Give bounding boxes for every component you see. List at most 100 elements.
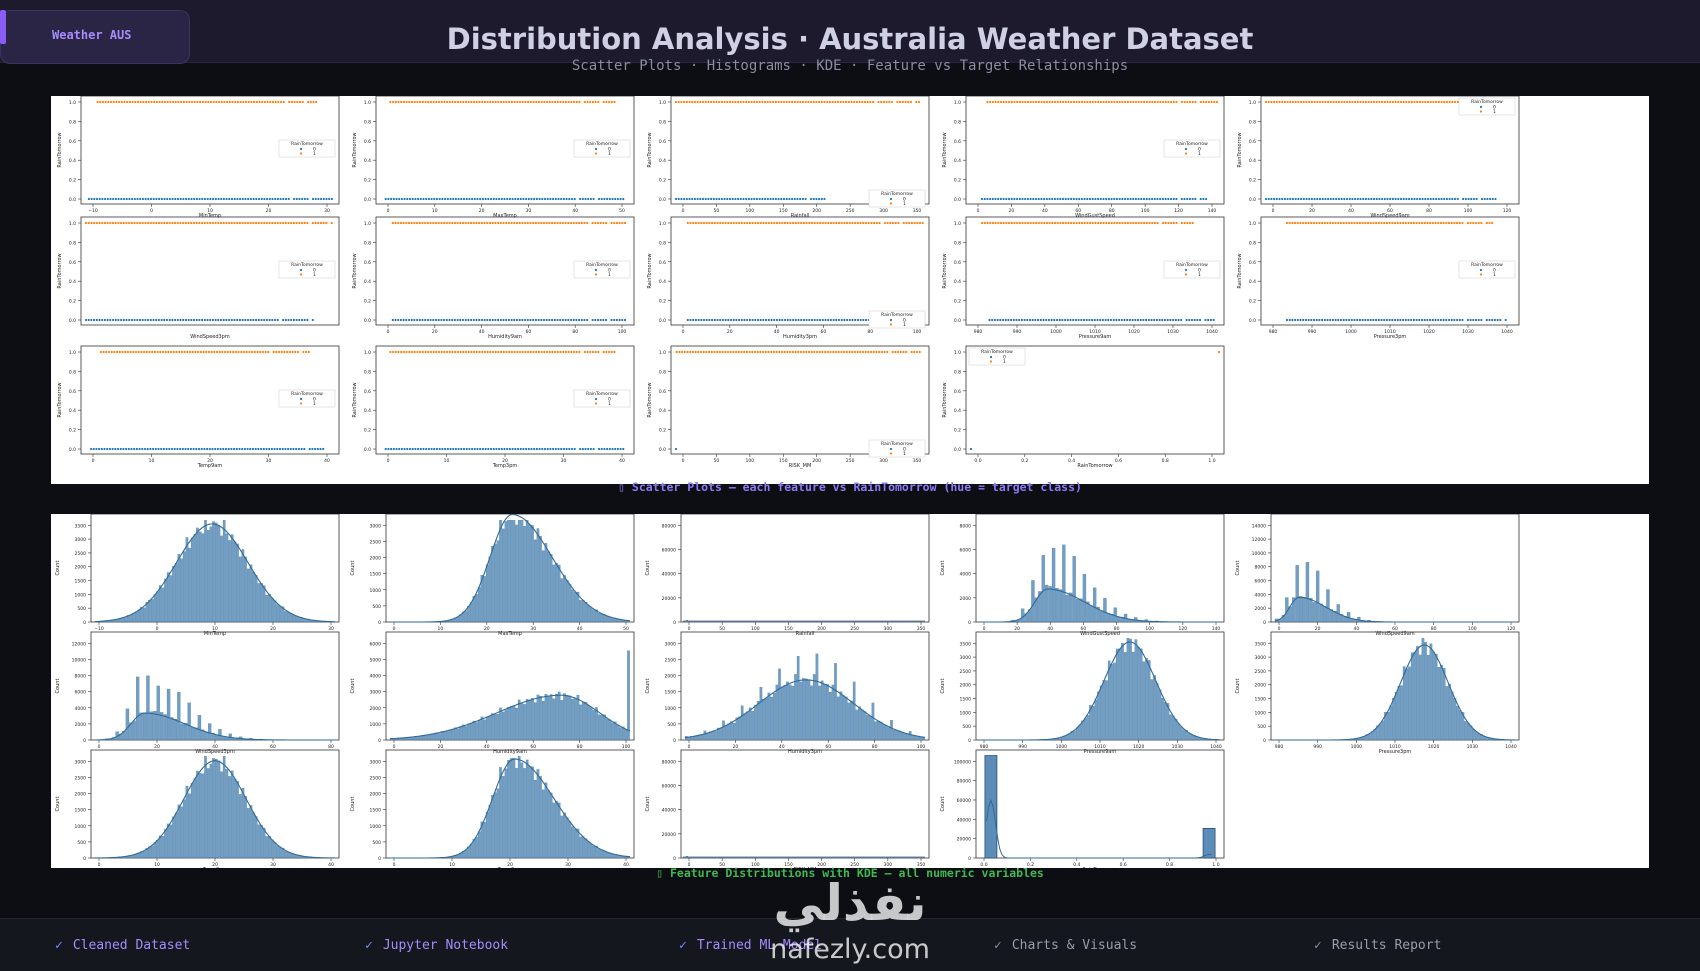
class-0-point: [501, 448, 503, 450]
class-1-point: [110, 101, 112, 103]
class-1-point: [922, 222, 924, 224]
histogram-bar: [744, 714, 746, 741]
histogram-bar: [1406, 669, 1408, 740]
class-0-point: [1426, 319, 1428, 321]
histogram-bar: [864, 712, 866, 740]
class-1-point: [473, 222, 475, 224]
class-1-point: [296, 101, 298, 103]
class-1-point: [438, 101, 440, 103]
class-1-point: [1475, 222, 1477, 224]
class-1-point: [233, 222, 235, 224]
class-0-point: [250, 198, 252, 200]
class-1-point: [897, 222, 899, 224]
class-1-point: [864, 101, 866, 103]
x-tick-label: 20: [733, 744, 739, 750]
footer-item-results-report[interactable]: ✓Results Report: [1314, 938, 1441, 953]
footer-item-jupyter-notebook[interactable]: ✓Jupyter Notebook: [365, 938, 508, 953]
histogram-bar: [242, 788, 244, 858]
y-axis-label: Count: [350, 797, 356, 812]
histogram-bar: [1095, 700, 1097, 740]
x-tick-label: 50: [623, 626, 629, 632]
class-0-point: [293, 198, 295, 200]
class-0-point: [1376, 198, 1378, 200]
class-0-point: [211, 448, 213, 450]
histogram-bar: [617, 725, 619, 740]
class-0-point: [1467, 198, 1469, 200]
class-1-point: [867, 101, 869, 103]
class-1-point: [473, 351, 475, 353]
class-1-point: [178, 351, 180, 353]
class-0-point: [620, 198, 622, 200]
class-1-point: [1186, 101, 1188, 103]
class-0-point: [1445, 319, 1447, 321]
class-1-point: [681, 351, 683, 353]
x-tick-label: 300: [879, 208, 888, 214]
histogram-bar: [196, 771, 198, 858]
class-1-point: [1343, 101, 1345, 103]
histogram-bar: [874, 722, 876, 741]
class-1-point: [568, 351, 570, 353]
class-0-point: [1116, 198, 1118, 200]
class-0-point: [201, 448, 203, 450]
class-1-point: [522, 351, 524, 353]
class-0-point: [447, 198, 449, 200]
x-tick-label: 0: [688, 744, 691, 750]
class-1-point: [835, 351, 837, 353]
histogram-bar: [218, 729, 221, 740]
class-0-point: [1435, 198, 1437, 200]
class-1-point: [282, 222, 284, 224]
class-1-point: [806, 222, 808, 224]
class-0-point: [743, 319, 745, 321]
class-1-point: [1395, 101, 1397, 103]
class-0-point: [117, 448, 119, 450]
histogram-bar: [523, 768, 525, 858]
y-tick-label: 40000: [662, 572, 676, 578]
class-0-point: [319, 448, 321, 450]
class-0-point: [822, 319, 824, 321]
x-tick-label: 0.0: [974, 458, 981, 464]
class-0-point: [171, 319, 173, 321]
histogram-bar: [601, 614, 603, 622]
class-0-point: [497, 319, 499, 321]
class-0-point: [171, 448, 173, 450]
footer-item-cleaned-dataset[interactable]: ✓Cleaned Dataset: [55, 938, 190, 953]
class-1-point: [1216, 101, 1218, 103]
histogram-bar: [1177, 724, 1179, 740]
class-1-point: [895, 222, 897, 224]
class-1-point: [695, 222, 697, 224]
class-1-point: [1054, 101, 1056, 103]
class-0-point: [1386, 198, 1388, 200]
class-1-point: [1326, 222, 1328, 224]
class-0-point: [584, 448, 586, 450]
class-0-point: [1427, 198, 1429, 200]
x-tick-label: 0: [150, 208, 153, 214]
class-0-point: [390, 198, 392, 200]
class-0-point: [1368, 198, 1370, 200]
class-1-point: [581, 222, 583, 224]
y-axis-label: Count: [350, 679, 356, 694]
class-1-point: [115, 101, 117, 103]
class-1-point: [905, 351, 907, 353]
histogram-bar: [800, 682, 802, 740]
class-1-point: [1148, 101, 1150, 103]
class-0-point: [734, 198, 736, 200]
footer-item-label: Cleaned Dataset: [73, 938, 190, 953]
class-0-point: [493, 198, 495, 200]
class-1-point: [312, 101, 314, 103]
class-0-point: [215, 319, 217, 321]
footer-item-charts-visuals[interactable]: ✓Charts & Visuals: [994, 938, 1137, 953]
class-0-point: [735, 319, 737, 321]
y-tick-label: 10000: [72, 657, 86, 663]
x-tick-label: 120: [1503, 208, 1512, 214]
histogram-bar: [515, 768, 517, 858]
class-0-point: [838, 319, 840, 321]
histogram-bar: [574, 699, 576, 740]
class-0-point: [622, 448, 624, 450]
legend-label: 1: [1198, 151, 1201, 157]
y-tick-label: 2000: [75, 792, 87, 798]
class-0-point: [1456, 319, 1458, 321]
histogram-bar: [497, 541, 499, 623]
